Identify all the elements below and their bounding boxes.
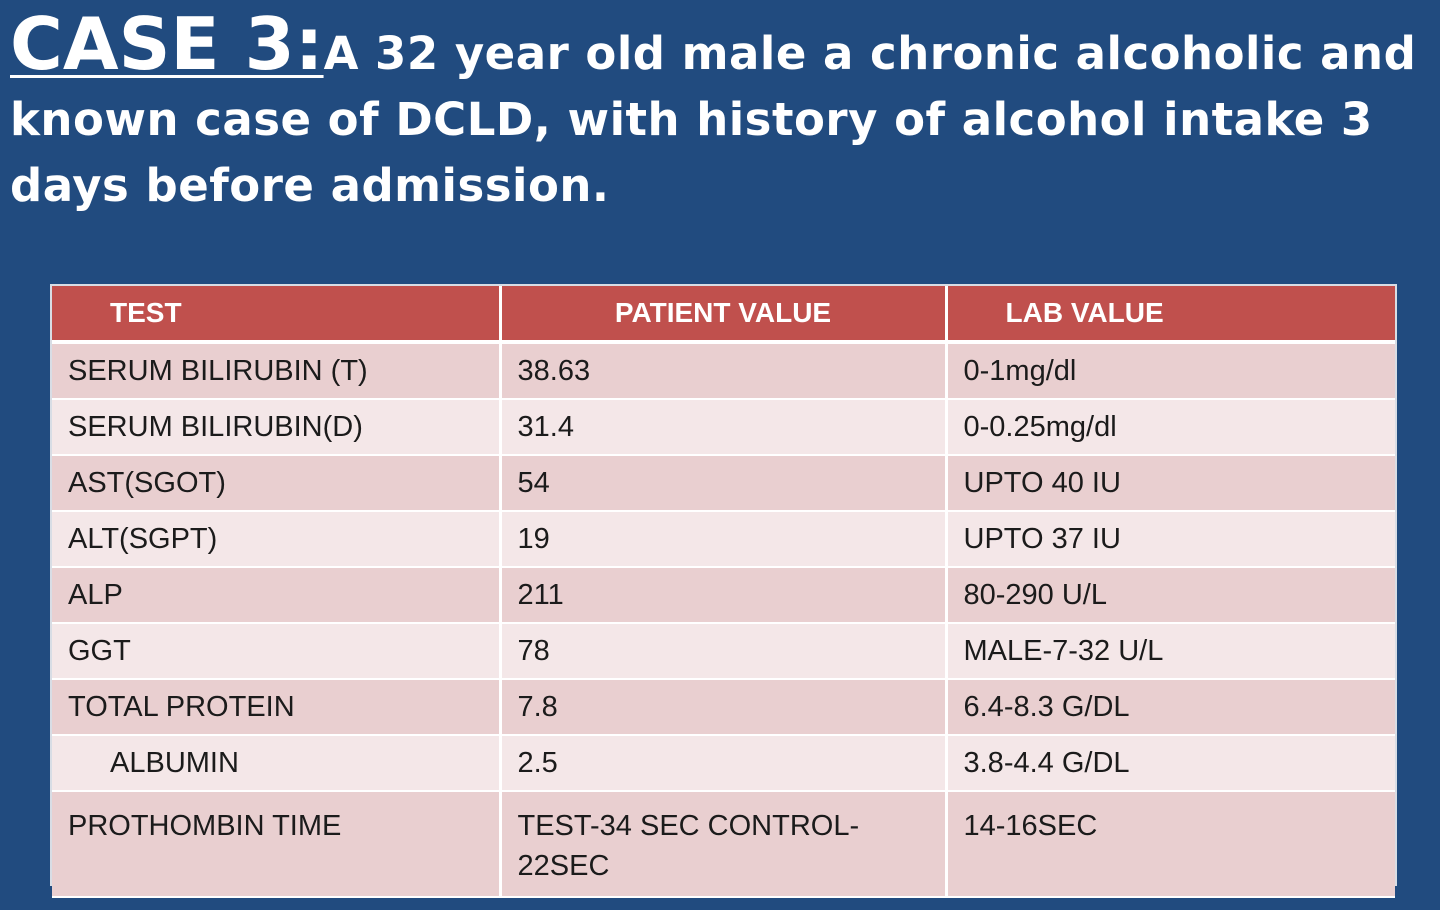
cell-test: ALP (52, 567, 502, 624)
cell-lab-value: 6.4-8.3 G/DL (946, 679, 1395, 736)
lab-table: TEST PATIENT VALUE LAB VALUE SERUM BILIR… (52, 286, 1395, 898)
cell-test: PROTHOMBIN TIME (52, 791, 502, 898)
cell-test: TOTAL PROTEIN (52, 679, 502, 736)
lab-results-table: TEST PATIENT VALUE LAB VALUE SERUM BILIR… (50, 284, 1397, 898)
table-header-row: TEST PATIENT VALUE LAB VALUE (52, 286, 1395, 344)
cell-lab-value: UPTO 40 IU (946, 455, 1395, 512)
case-heading: CASE 3:A 32 year old male a chronic alco… (10, 8, 1435, 219)
cell-patient-value: 31.4 (500, 399, 948, 456)
header-patient-value: PATIENT VALUE (500, 286, 948, 344)
table-row: SERUM BILIRUBIN (T) 38.63 0-1mg/dl (52, 342, 1395, 400)
cell-patient-value: 54 (500, 455, 948, 512)
cell-test: SERUM BILIRUBIN (T) (52, 342, 502, 400)
cell-patient-value: 19 (500, 511, 948, 568)
table-row: AST(SGOT) 54 UPTO 40 IU (52, 455, 1395, 512)
table-row: ALBUMIN 2.5 3.8-4.4 G/DL (52, 735, 1395, 792)
cell-test: GGT (52, 623, 502, 680)
cell-lab-value: 80-290 U/L (946, 567, 1395, 624)
cell-patient-value: 211 (500, 567, 948, 624)
cell-test: SERUM BILIRUBIN(D) (52, 399, 502, 456)
cell-patient-value: TEST-34 SEC CONTROL-22SEC (500, 791, 948, 898)
cell-patient-value: 38.63 (500, 342, 948, 400)
header-lab-value: LAB VALUE (946, 286, 1395, 344)
case-label: CASE 3: (10, 2, 324, 86)
table-row: ALP 211 80-290 U/L (52, 567, 1395, 624)
cell-patient-value: 78 (500, 623, 948, 680)
cell-test: ALBUMIN (52, 735, 502, 792)
table-row: ALT(SGPT) 19 UPTO 37 IU (52, 511, 1395, 568)
cell-patient-value: 7.8 (500, 679, 948, 736)
cell-lab-value: UPTO 37 IU (946, 511, 1395, 568)
cell-lab-value: 0-0.25mg/dl (946, 399, 1395, 456)
case-description: A 32 year old male a chronic alcoholic a… (10, 27, 1417, 212)
cell-patient-value: 2.5 (500, 735, 948, 792)
table-row: PROTHOMBIN TIME TEST-34 SEC CONTROL-22SE… (52, 791, 1395, 898)
cell-test: AST(SGOT) (52, 455, 502, 512)
table-row: TOTAL PROTEIN 7.8 6.4-8.3 G/DL (52, 679, 1395, 736)
table-row: GGT 78 MALE-7-32 U/L (52, 623, 1395, 680)
cell-lab-value: MALE-7-32 U/L (946, 623, 1395, 680)
cell-lab-value: 14-16SEC (946, 791, 1395, 898)
cell-lab-value: 3.8-4.4 G/DL (946, 735, 1395, 792)
cell-lab-value: 0-1mg/dl (946, 342, 1395, 400)
header-test: TEST (52, 286, 502, 344)
cell-test: ALT(SGPT) (52, 511, 502, 568)
table-row: SERUM BILIRUBIN(D) 31.4 0-0.25mg/dl (52, 399, 1395, 456)
